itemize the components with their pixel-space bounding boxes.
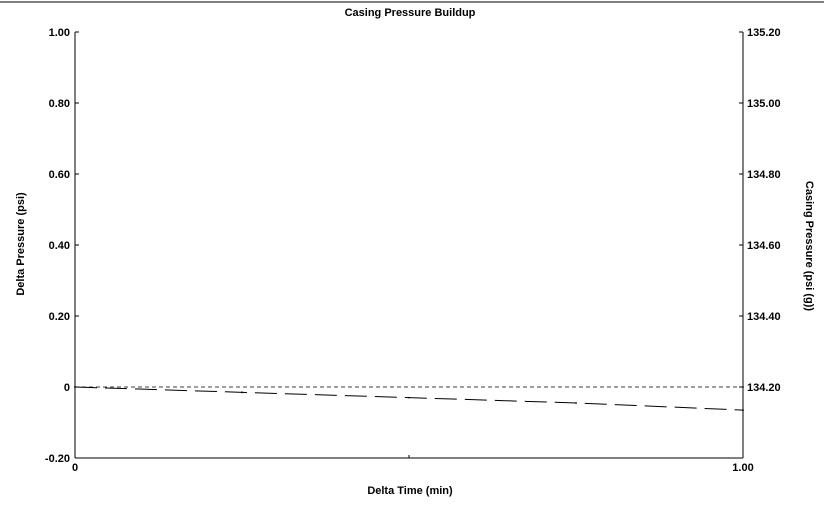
y-tick-label: 0 (64, 382, 70, 394)
x-tick-label: 0 (72, 462, 78, 474)
y-tick-label: 0.40 (49, 240, 70, 252)
y-tick-label: -0.20 (45, 453, 70, 465)
y-tick-label: 0.80 (49, 98, 70, 110)
x-tick-label: 1.00 (732, 462, 753, 474)
x-axis-title: Delta Time (min) (367, 485, 453, 497)
y2-tick-label: 135.00 (747, 98, 781, 110)
y2-tick-label: 134.80 (747, 169, 781, 181)
data-point (241, 391, 243, 394)
y2-tick-label: 134.40 (747, 311, 781, 323)
y-tick-label: 1.00 (49, 27, 70, 39)
y2-tick-label: 134.60 (747, 240, 781, 252)
data-point (575, 402, 577, 404)
y-tick-label: 0.60 (49, 169, 70, 181)
y-tick-label: 0.20 (49, 311, 70, 323)
y2-axis-title: Casing Pressure (psi (g)) (803, 181, 815, 312)
axes: -0.2000.200.400.600.801.00134.20134.4013… (45, 27, 781, 474)
data-point (742, 386, 744, 388)
y2-tick-label: 135.20 (747, 27, 781, 39)
y-axis-title: Delta Pressure (psi) (15, 192, 27, 296)
chart-title: Casing Pressure Buildup (345, 7, 476, 19)
data-point (408, 396, 410, 399)
y2-tick-label: 134.20 (747, 382, 781, 394)
data-point (74, 386, 76, 388)
series-layer (74, 386, 744, 411)
data-point (742, 409, 744, 411)
